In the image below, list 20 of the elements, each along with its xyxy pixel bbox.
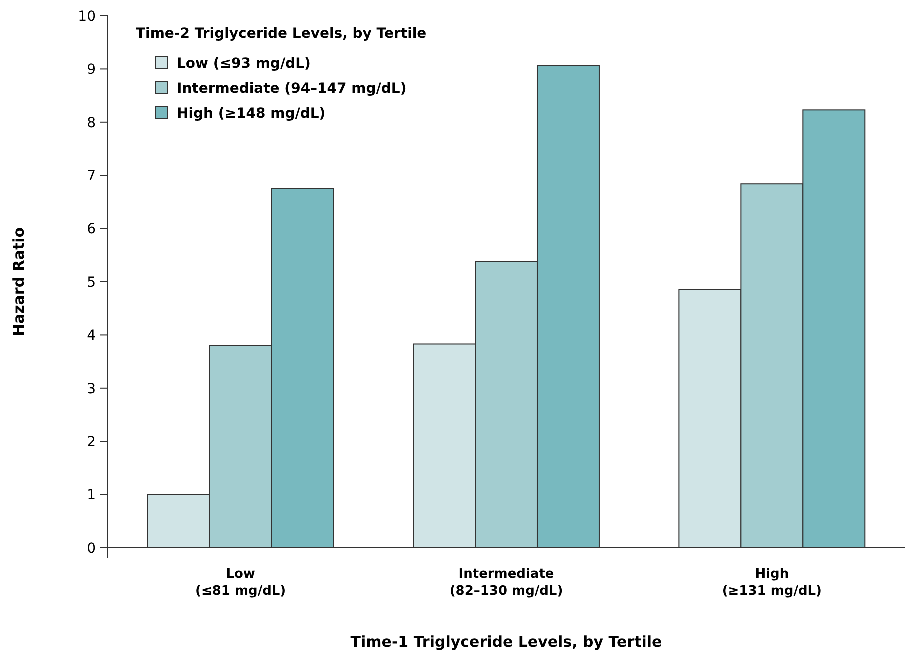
legend-label: Intermediate (94–147 mg/dL) — [177, 81, 407, 97]
y-tick-label: 0 — [87, 540, 96, 557]
y-tick-label: 4 — [87, 328, 96, 344]
legend-title: Time-2 Triglyceride Levels, by Tertile — [136, 26, 427, 42]
x-tick-label: High (≥131 mg/dL) — [722, 567, 822, 599]
y-tick-label: 7 — [87, 168, 96, 184]
y-axis-title: Hazard Ratio — [10, 227, 28, 337]
y-tick-label: 5 — [87, 274, 96, 291]
legend-label: High (≥148 mg/dL) — [177, 106, 326, 122]
y-tick-label: 2 — [87, 434, 96, 450]
y-tick-label: 3 — [87, 381, 96, 398]
y-tick-label: 6 — [87, 222, 96, 238]
y-tick-label: 9 — [87, 62, 96, 78]
x-axis-title: Time-1 Triglyceride Levels, by Tertile — [350, 633, 662, 650]
x-tick-label: Low (≤81 mg/dL) — [196, 567, 286, 599]
y-tick-label: 10 — [78, 8, 96, 25]
y-tick-label: 8 — [87, 115, 96, 132]
x-tick-label: Intermediate (82–130 mg/dL) — [450, 567, 564, 599]
y-tick-label: 1 — [87, 488, 96, 504]
legend-label: Low (≤93 mg/dL) — [177, 56, 311, 72]
